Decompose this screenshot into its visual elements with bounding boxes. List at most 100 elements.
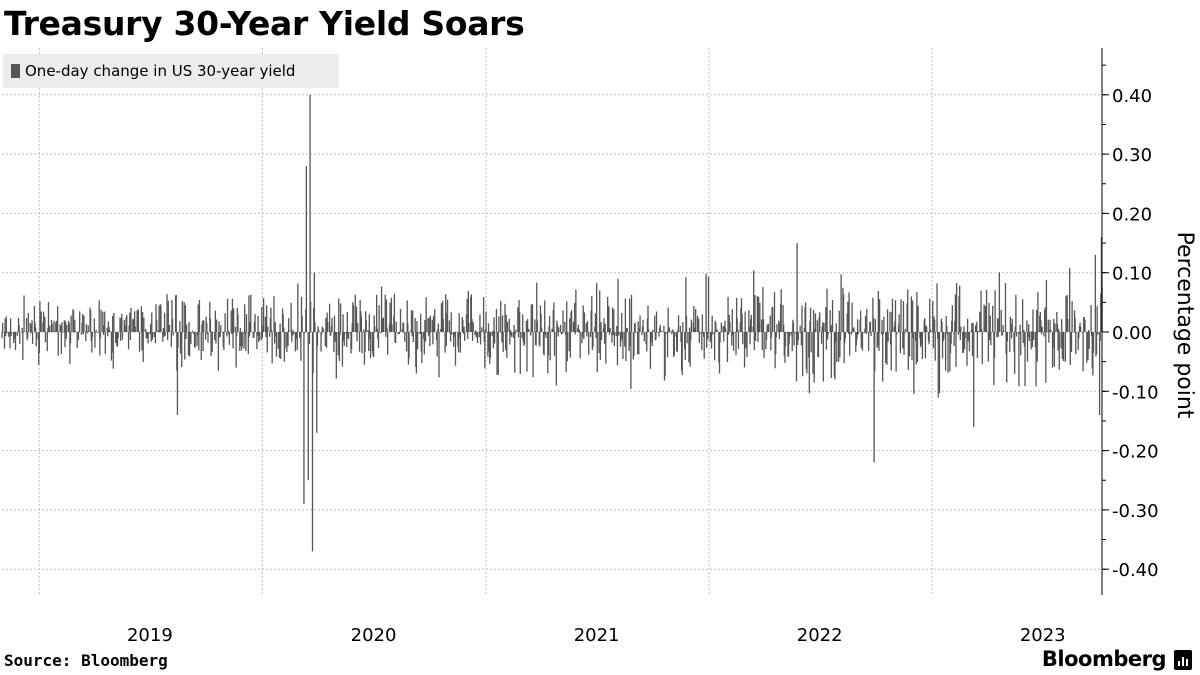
bloomberg-terminal-icon: [1174, 650, 1192, 670]
bar: [526, 332, 528, 372]
bar: [219, 332, 221, 337]
bar: [971, 323, 973, 332]
bar: [338, 298, 340, 332]
bar: [4, 318, 6, 332]
bar: [874, 332, 876, 372]
bar: [408, 332, 410, 359]
bar: [1087, 330, 1090, 332]
bar: [271, 332, 273, 364]
bar: [489, 332, 491, 359]
bar: [947, 332, 949, 373]
bar: [320, 332, 322, 352]
bar: [819, 312, 821, 332]
bar: [586, 332, 588, 337]
bar: [63, 320, 66, 332]
bar: [1047, 319, 1049, 332]
bar: [70, 315, 72, 332]
bar: [317, 329, 320, 332]
bar: [278, 332, 281, 358]
bar: [330, 332, 332, 336]
bar: [457, 332, 460, 353]
bar: [877, 290, 880, 332]
bar: [817, 332, 820, 358]
bar: [304, 332, 306, 333]
bar: [189, 332, 191, 357]
bar: [773, 291, 776, 332]
bar: [673, 332, 675, 356]
bar: [3, 332, 6, 349]
bar: [834, 332, 836, 380]
bar: [809, 307, 812, 332]
bar: [598, 332, 600, 354]
bar: [1030, 332, 1032, 350]
bar: [260, 332, 262, 341]
bar: [603, 332, 606, 344]
bar: [149, 332, 151, 334]
bar: [321, 332, 323, 335]
bar: [97, 332, 100, 333]
bar: [713, 332, 716, 361]
bar: [686, 332, 688, 344]
bar: [981, 332, 983, 364]
bar: [171, 300, 173, 332]
bar: [745, 332, 747, 349]
bar: [872, 317, 875, 332]
bar: [377, 332, 380, 349]
bar: [698, 332, 700, 343]
bar: [1, 332, 3, 339]
bar: [736, 318, 738, 332]
bar: [102, 332, 105, 335]
bar: [227, 330, 229, 332]
bar: [74, 331, 77, 333]
bar: [69, 332, 72, 344]
bar: [1058, 328, 1060, 332]
bar: [917, 305, 919, 332]
bar: [684, 332, 686, 360]
bar: [211, 331, 213, 332]
bar: [1049, 319, 1051, 332]
bar: [827, 332, 829, 340]
bar: [985, 289, 988, 332]
bar: [214, 310, 216, 332]
bar: [471, 319, 473, 332]
bar: [385, 299, 388, 332]
bar: [1077, 332, 1079, 350]
bar: [146, 332, 148, 339]
bar: [589, 332, 592, 337]
bar: [753, 270, 755, 332]
bar: [1026, 332, 1029, 362]
bar: [57, 332, 59, 356]
bar: [1010, 323, 1012, 332]
bar: [467, 290, 469, 332]
bar: [64, 321, 67, 332]
bar: [99, 332, 102, 339]
bar: [344, 332, 346, 334]
bar: [163, 312, 166, 332]
bar: [312, 332, 314, 373]
bar: [250, 294, 252, 332]
bar: [801, 305, 803, 332]
bar: [416, 321, 418, 332]
bar: [248, 295, 250, 332]
bar: [236, 332, 238, 337]
bar: [384, 294, 386, 332]
bar: [519, 332, 521, 374]
bar: [380, 286, 383, 332]
bar: [434, 309, 436, 332]
bar: [428, 317, 430, 332]
bar: [196, 332, 199, 336]
bar: [1036, 332, 1038, 362]
bar: [608, 306, 610, 332]
bar: [996, 332, 998, 338]
bar: [770, 332, 773, 338]
bar: [972, 323, 974, 332]
bar: [559, 324, 562, 332]
bar: [1032, 332, 1035, 341]
bar: [376, 294, 378, 332]
bar: [77, 331, 79, 333]
bar: [951, 305, 953, 332]
bar: [151, 312, 153, 332]
bar: [594, 313, 597, 332]
bar: [339, 332, 341, 336]
bar: [711, 315, 713, 332]
